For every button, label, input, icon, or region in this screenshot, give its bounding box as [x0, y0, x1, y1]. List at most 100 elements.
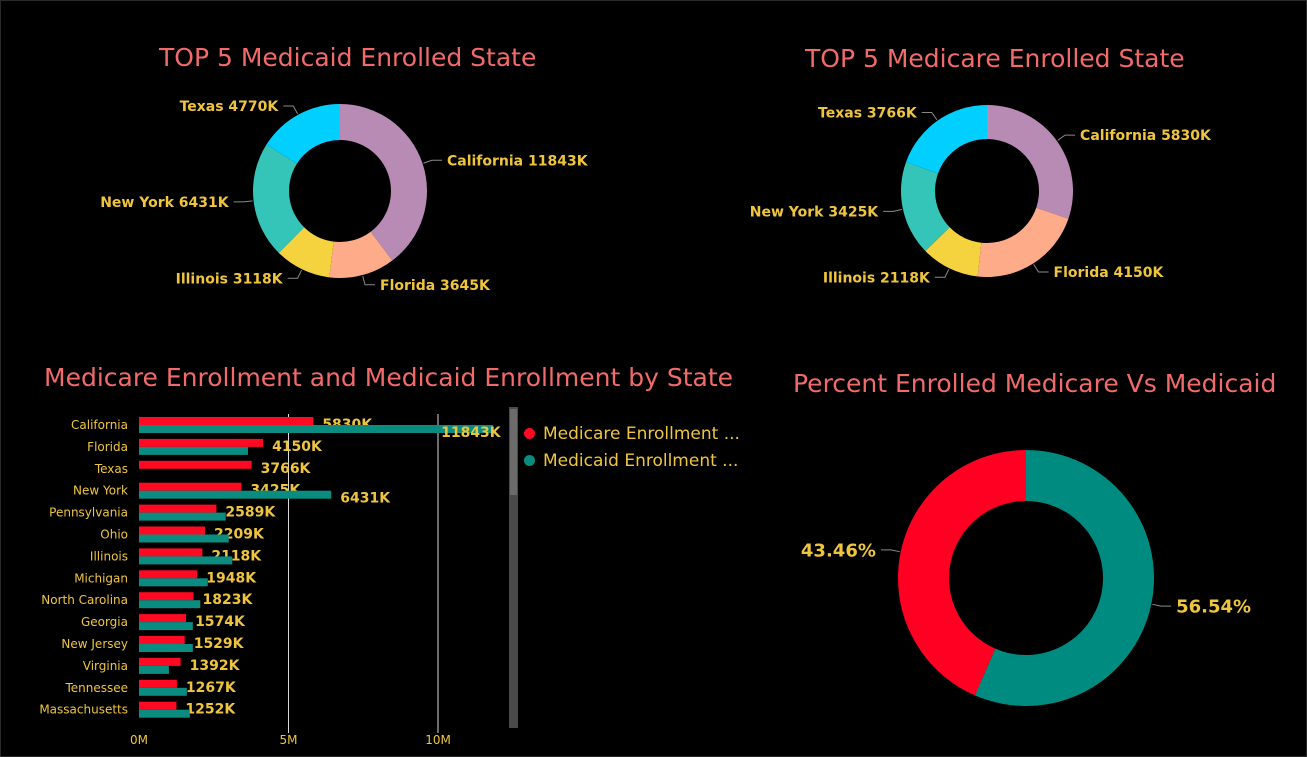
- bar-medicaid-new-jersey[interactable]: [139, 644, 193, 652]
- data-label-medicare-texas: 3766K: [261, 461, 312, 477]
- donut2-label-california: California 5830K: [1080, 128, 1212, 144]
- bar-medicaid-massachusetts[interactable]: [139, 709, 190, 718]
- bar-medicare-new-jersey[interactable]: [139, 636, 185, 644]
- category-new-jersey: New Jersey: [61, 637, 128, 651]
- medicaid-top5-title: TOP 5 Medicaid Enrolled State: [159, 43, 537, 72]
- data-label-medicare-georgia: 1574K: [195, 614, 246, 630]
- donut1-leader-texas: [283, 105, 299, 115]
- bar-medicare-illinois[interactable]: [139, 548, 203, 557]
- bar-medicaid-virginia[interactable]: [139, 665, 169, 674]
- donut1-label-texas: Texas 4770K: [180, 99, 280, 115]
- x-tick-0m: 0M: [130, 733, 148, 747]
- donut2-slice-new-york[interactable]: [901, 161, 950, 251]
- donut1-slice-california[interactable]: [340, 104, 427, 261]
- bar-medicare-pennsylvania[interactable]: [139, 504, 217, 513]
- donut2-label-new-york: New York 3425K: [750, 204, 880, 220]
- category-new-york: New York: [73, 484, 128, 498]
- category-florida: Florida: [87, 440, 128, 454]
- bar-medicare-ohio[interactable]: [139, 526, 206, 535]
- bar-medicaid-california[interactable]: [139, 425, 494, 433]
- donut2-leader-florida: [1033, 264, 1049, 273]
- enrollment-by-state-title: Medicare Enrollment and Medicaid Enrollm…: [44, 363, 734, 392]
- data-label-medicaid-california: 11843K: [441, 425, 502, 441]
- donut3-slice-43-46pct[interactable]: [898, 450, 1026, 696]
- category-illinois: Illinois: [90, 549, 128, 563]
- bar-medicare-texas[interactable]: [139, 460, 252, 469]
- legend-label-medicaid: Medicaid Enrollment ...: [543, 450, 739, 471]
- bar-medicare-california[interactable]: [139, 417, 314, 425]
- donut2-label-florida: Florida 4150K: [1054, 265, 1165, 281]
- bar-medicaid-pennsylvania[interactable]: [139, 512, 226, 521]
- bar-medicaid-georgia[interactable]: [139, 622, 193, 631]
- x-tick-5m: 5M: [280, 733, 298, 747]
- legend-item-medicaid[interactable]: Medicaid Enrollment ...: [524, 447, 740, 474]
- scrollbar-thumb[interactable]: [510, 409, 517, 495]
- category-pennsylvania: Pennsylvania: [49, 506, 128, 520]
- category-massachusetts: Massachusetts: [39, 703, 128, 717]
- donut1-label-new-york: New York 6431K: [100, 195, 230, 211]
- scrollbar-track[interactable]: [509, 407, 518, 728]
- bar-medicare-massachusetts[interactable]: [139, 701, 177, 710]
- legend-item-medicare[interactable]: Medicare Enrollment ...: [524, 420, 740, 447]
- category-ohio: Ohio: [100, 528, 128, 542]
- bar-medicaid-new-york[interactable]: [139, 490, 332, 499]
- donut1-label-illinois: Illinois 3118K: [176, 271, 284, 287]
- legend-swatch-medicare: [524, 428, 535, 439]
- donut1-leader-new-york: [233, 200, 253, 203]
- data-label-medicare-north-carolina: 1823K: [203, 592, 254, 608]
- data-label-medicaid-new-york: 6431K: [340, 491, 391, 507]
- donut3-label-56-54pct: 56.54%: [1176, 597, 1251, 618]
- donut3-label-43-46pct: 43.46%: [801, 540, 876, 561]
- donut1-label-california: California 11843K: [447, 153, 589, 169]
- category-georgia: Georgia: [81, 615, 128, 629]
- bar-medicaid-florida[interactable]: [139, 446, 248, 455]
- bar-medicare-tennessee[interactable]: [139, 679, 177, 688]
- data-label-medicare-massachusetts: 1252K: [185, 702, 236, 718]
- percent-enrolled-title: Percent Enrolled Medicare Vs Medicaid: [793, 369, 1277, 398]
- data-label-medicare-michigan: 1948K: [206, 570, 257, 586]
- bar-medicaid-michigan[interactable]: [139, 578, 208, 587]
- category-virginia: Virginia: [83, 659, 128, 673]
- donut2-slice-texas[interactable]: [906, 105, 987, 174]
- x-tick-10m: 10M: [425, 733, 451, 747]
- bar-medicare-north-carolina[interactable]: [139, 592, 194, 601]
- donut1-slice-florida[interactable]: [329, 231, 393, 278]
- legend-label-medicare: Medicare Enrollment ...: [543, 423, 740, 444]
- bar-medicaid-north-carolina[interactable]: [139, 600, 201, 609]
- category-california: California: [71, 418, 128, 432]
- donut1-slice-texas[interactable]: [266, 104, 340, 164]
- donut2-leader-california: [1057, 134, 1076, 141]
- data-label-medicare-pennsylvania: 2589K: [225, 505, 276, 521]
- bar-medicare-florida[interactable]: [139, 438, 264, 447]
- donut2-leader-illinois: [934, 268, 950, 278]
- bar-legend: Medicare Enrollment ... Medicaid Enrollm…: [524, 420, 740, 474]
- donut2-label-texas: Texas 3766K: [818, 106, 918, 122]
- donut1-leader-illinois: [287, 269, 303, 279]
- category-tennessee: Tennessee: [64, 681, 128, 695]
- bar-medicare-michigan[interactable]: [139, 570, 198, 579]
- donut2-leader-texas: [921, 111, 938, 121]
- donut1-label-florida: Florida 3645K: [380, 278, 491, 294]
- donut3-slice-56-54pct[interactable]: [974, 450, 1154, 706]
- donut2-slice-florida[interactable]: [977, 207, 1069, 277]
- donut1-leader-california: [423, 159, 442, 164]
- donut2-slice-california[interactable]: [987, 105, 1074, 219]
- category-north-carolina: North Carolina: [41, 593, 128, 607]
- bar-medicaid-tennessee[interactable]: [139, 687, 187, 696]
- donut1-slice-new-york[interactable]: [253, 144, 305, 253]
- donut1-leader-florida: [362, 275, 376, 286]
- bar-medicare-new-york[interactable]: [139, 482, 242, 491]
- bar-medicaid-ohio[interactable]: [139, 534, 229, 543]
- category-michigan: Michigan: [74, 571, 128, 585]
- donut3-leader-43-46pct: [880, 549, 900, 553]
- bar-medicare-virginia[interactable]: [139, 657, 181, 666]
- donut2-label-illinois: Illinois 2118K: [823, 270, 931, 286]
- bar-medicaid-illinois[interactable]: [139, 556, 233, 565]
- data-label-medicare-virginia: 1392K: [190, 658, 241, 674]
- donut2-slice-illinois[interactable]: [925, 227, 982, 277]
- legend-swatch-medicaid: [524, 455, 535, 466]
- bar-medicare-georgia[interactable]: [139, 614, 187, 623]
- donut1-slice-illinois[interactable]: [278, 227, 334, 278]
- medicare-top5-title: TOP 5 Medicare Enrolled State: [805, 44, 1185, 73]
